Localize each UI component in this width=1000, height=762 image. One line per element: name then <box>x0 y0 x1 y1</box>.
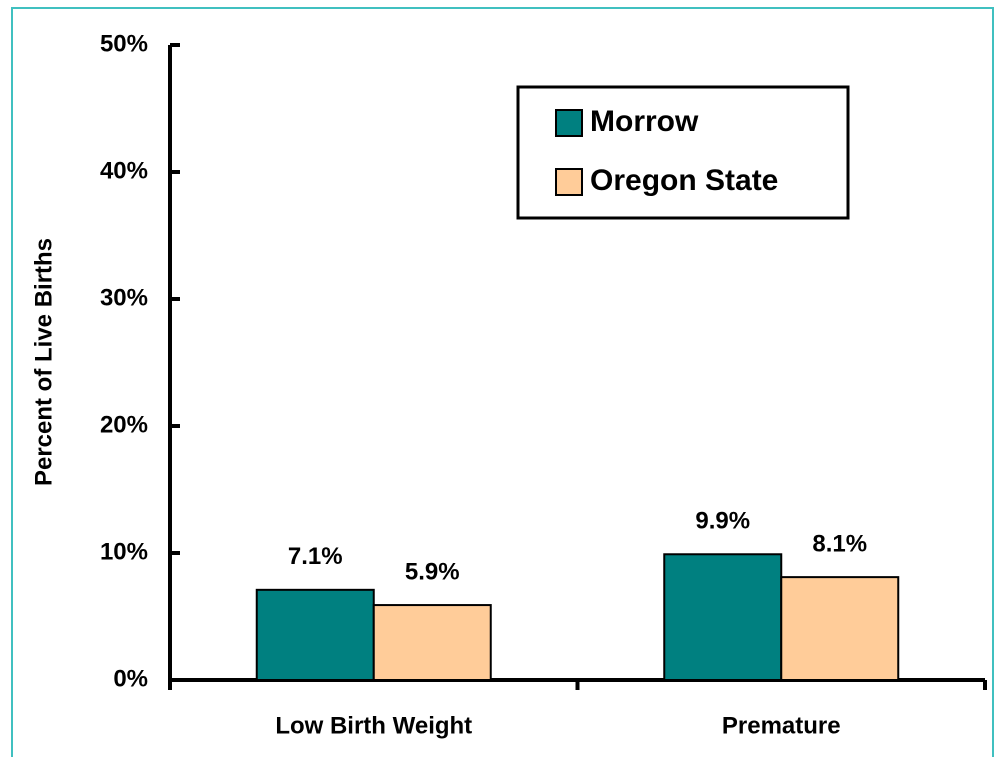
x-tick-label: Premature <box>722 712 841 739</box>
bar <box>663 553 783 682</box>
y-tick-label: 30% <box>100 284 148 311</box>
y-axis-label: Percent of Live Births <box>30 238 57 486</box>
y-tick-label: 0% <box>113 665 148 692</box>
y-tick-label: 10% <box>100 538 148 565</box>
data-label: 7.1% <box>288 543 343 570</box>
y-tick-label: 20% <box>100 411 148 438</box>
legend-label: Morrow <box>590 105 699 138</box>
legend-swatch <box>555 168 583 196</box>
legend-label: Oregon State <box>590 164 778 197</box>
x-tick-label: Low Birth Weight <box>275 712 472 739</box>
bar <box>372 604 492 682</box>
bar <box>780 576 900 682</box>
data-label: 9.9% <box>695 508 750 535</box>
data-label: 8.1% <box>812 530 867 557</box>
legend-box <box>516 85 850 220</box>
y-tick-label: 50% <box>100 30 148 57</box>
bar <box>255 588 375 682</box>
legend-swatch <box>555 109 583 137</box>
y-tick-label: 40% <box>100 157 148 184</box>
data-label: 5.9% <box>405 558 460 585</box>
